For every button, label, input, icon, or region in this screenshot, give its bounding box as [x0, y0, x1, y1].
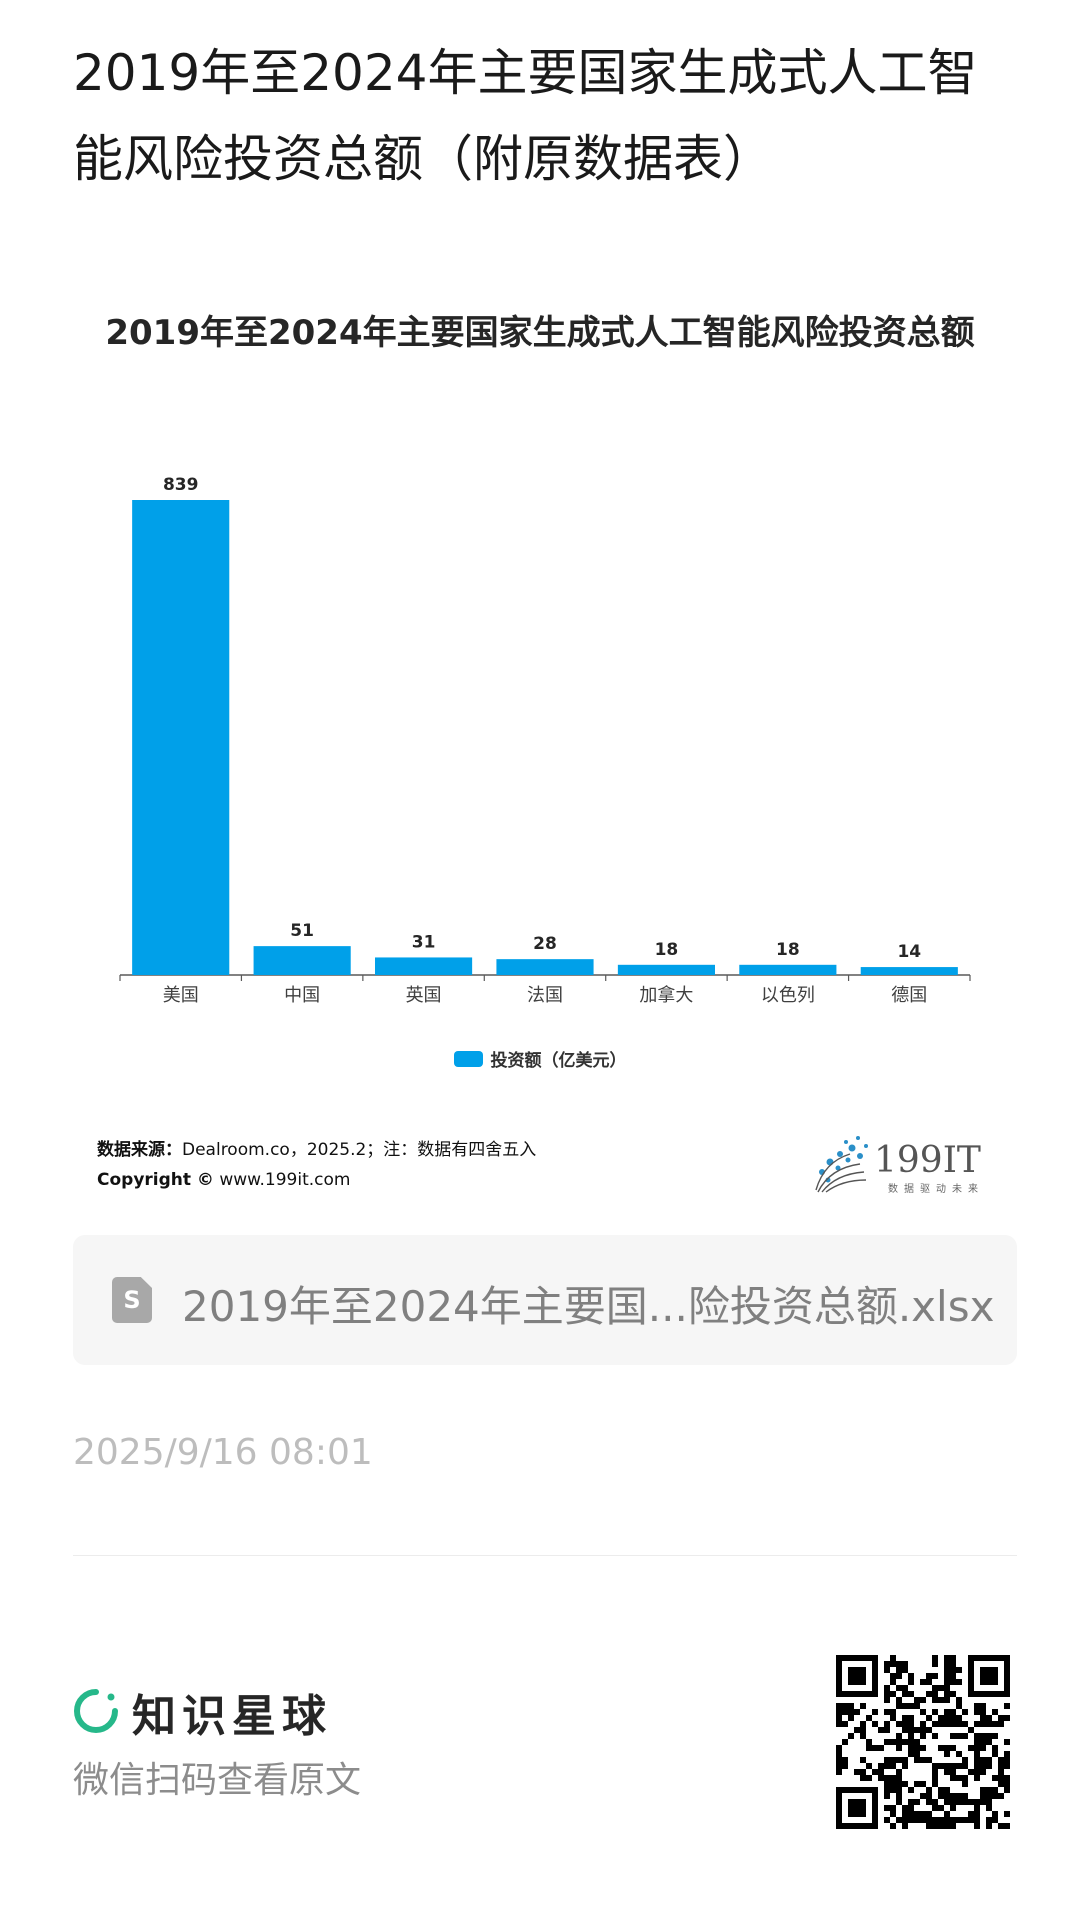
copyright-label: Copyright © [97, 1170, 214, 1190]
source-label: 数据来源： [97, 1140, 182, 1160]
bar-法国 [496, 959, 594, 975]
copyright-site: www.199it.com [219, 1170, 351, 1190]
post-timestamp: 2025/9/16 08:01 [73, 1432, 373, 1473]
bar-chart: 839 美国 51 中国 31 英国 28 法国 18 加拿大 18 以色列 14 德国 [119, 475, 971, 1006]
bar-德国 [860, 967, 958, 975]
brand-logo: 199IT 数据驱动未来 [815, 1136, 984, 1195]
category-label: 中国 [284, 985, 320, 1006]
legend-swatch [453, 1050, 483, 1067]
page-title: 2019年至2024年主要国家生成式人工智能风险投资总额（附原数据表） [73, 44, 978, 188]
attachment-filename[interactable]: 2019年至2024年主要国...险投资总额.xlsx [182, 1282, 995, 1331]
brand-name-digits: 199IT [874, 1140, 981, 1181]
bar-以色列 [739, 964, 837, 975]
scan-hint: 微信扫码查看原文 [73, 1760, 362, 1801]
divider [73, 1555, 1017, 1556]
category-label: 加拿大 [639, 984, 693, 1006]
zsxq-logo-icon [74, 1689, 118, 1733]
chart-title: 2019年至2024年主要国家生成式人工智能风险投资总额 [105, 313, 975, 353]
app-name: 知识星球 [132, 1691, 332, 1742]
qr-code[interactable] [836, 1655, 1010, 1829]
category-label: 德国 [891, 985, 927, 1006]
category-label: 英国 [406, 985, 442, 1006]
bar-加拿大 [617, 964, 715, 975]
data-label: 51 [290, 921, 314, 941]
chart-legend: 投资额（亿美元） [0, 1046, 1080, 1071]
source-text: Dealroom.co，2025.2；注：数据有四舍五入 [182, 1140, 537, 1160]
category-label: 美国 [163, 985, 199, 1006]
data-label: 839 [163, 475, 199, 495]
data-label: 28 [533, 934, 557, 954]
bar-中国 [253, 946, 351, 975]
source-note: 数据来源：Dealroom.co，2025.2；注：数据有四舍五入 Copyri… [97, 1135, 536, 1195]
attachment-card[interactable]: 2019年至2024年主要国...险投资总额.xlsx [73, 1235, 1017, 1365]
brand-slogan: 数据驱动未来 [888, 1182, 984, 1195]
spreadsheet-file-icon [112, 1277, 152, 1323]
category-label: 以色列 [761, 985, 815, 1006]
data-label: 18 [776, 940, 800, 960]
legend-label: 投资额（亿美元） [490, 1051, 627, 1071]
data-label: 31 [412, 932, 436, 952]
data-label: 18 [655, 940, 679, 960]
bar-英国 [375, 957, 473, 975]
bar-美国 [132, 500, 230, 975]
category-label: 法国 [527, 985, 563, 1006]
data-label: 14 [897, 942, 921, 962]
